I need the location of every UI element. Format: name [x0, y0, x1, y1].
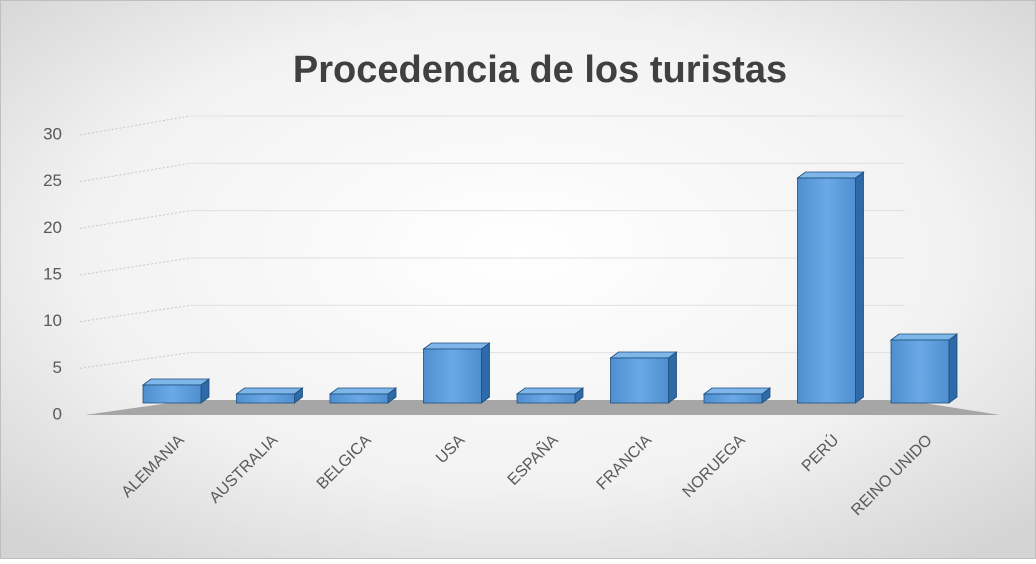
bar — [236, 393, 295, 404]
grid-line — [79, 352, 191, 369]
bar — [797, 177, 856, 404]
bar-top — [422, 342, 491, 350]
bar-side — [481, 342, 490, 404]
chart-title: Procedencia de los turistas — [293, 49, 787, 91]
bar-top — [609, 351, 678, 359]
bar-top — [235, 387, 304, 395]
bar-top — [796, 171, 865, 179]
bar — [516, 393, 576, 404]
y-tick-label: 30 — [43, 124, 62, 143]
y-tick-label: 10 — [43, 311, 62, 330]
y-tick-label: 15 — [43, 264, 62, 283]
bar — [703, 393, 763, 404]
y-tick-label: 25 — [43, 171, 62, 190]
grid-line — [79, 304, 191, 323]
bar-top — [328, 387, 398, 395]
grid-line — [79, 210, 191, 229]
bar-top — [515, 387, 585, 395]
bar — [610, 357, 669, 404]
bar — [329, 393, 389, 404]
bar-side — [668, 351, 677, 404]
y-tick-label: 0 — [53, 404, 62, 423]
bar-top — [889, 333, 959, 341]
grid-line — [79, 257, 191, 276]
grid-line — [79, 162, 191, 183]
bar-side — [855, 171, 864, 404]
y-tick-label: 20 — [43, 218, 62, 237]
y-tick-label: 5 — [53, 358, 62, 377]
floor — [85, 400, 1000, 415]
bar — [142, 384, 202, 404]
bar-side — [948, 333, 958, 404]
bar-top — [702, 387, 772, 395]
bar — [423, 348, 482, 404]
bar-top — [141, 378, 211, 386]
bar — [890, 339, 950, 404]
grid-line — [79, 115, 191, 136]
